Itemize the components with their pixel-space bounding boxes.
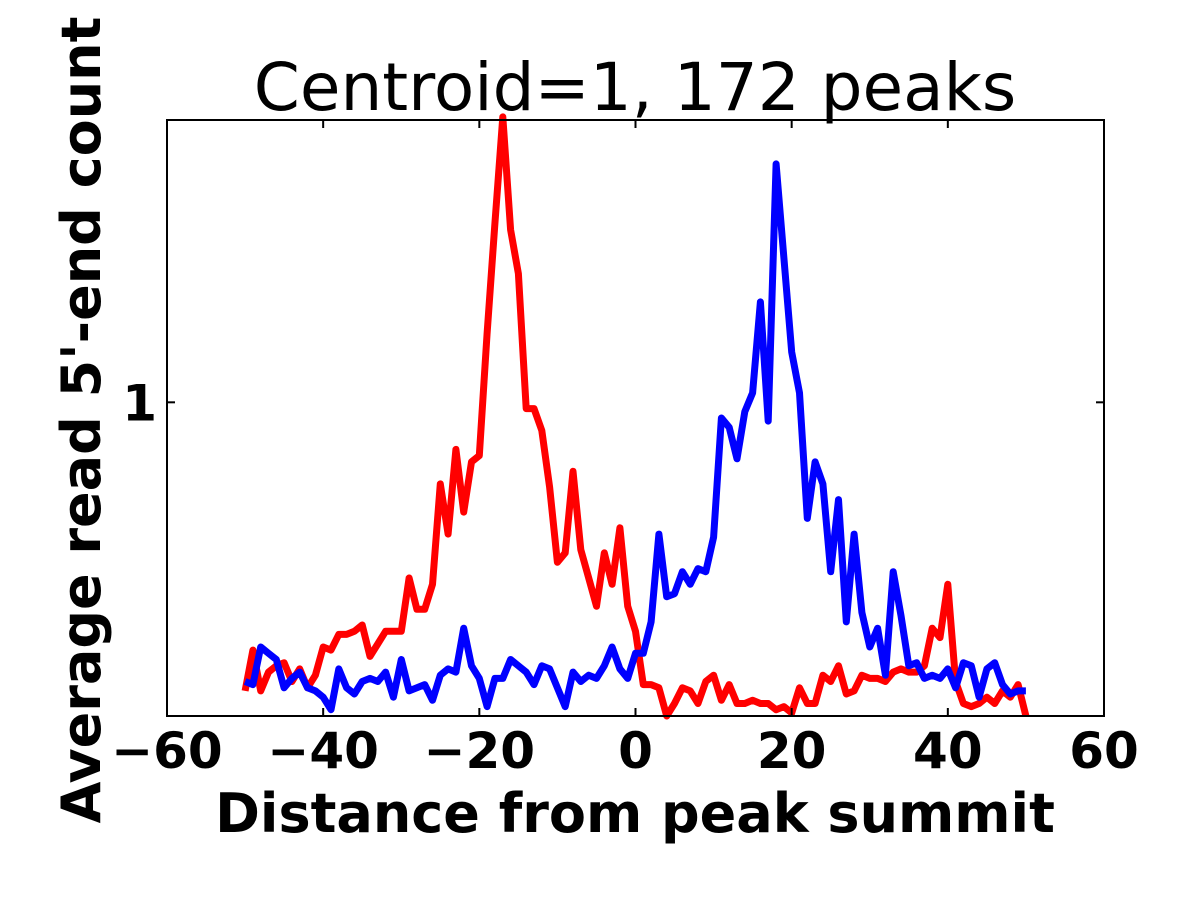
tick-layer: −60 −40 −20 0 20 40 60 1 — [111, 120, 1139, 780]
series-line-2 — [243, 160, 1026, 714]
x-tick-label: 40 — [913, 722, 983, 780]
series-line-1 — [241, 113, 1030, 720]
series-layer — [241, 113, 1030, 720]
x-axis-label: Distance from peak summit — [215, 782, 1055, 845]
x-tick-label: 60 — [1069, 722, 1139, 780]
x-tick-label: −20 — [424, 722, 535, 780]
y-axis-label: Average read 5'-end count — [50, 17, 113, 824]
x-tick-label: 20 — [757, 722, 827, 780]
x-tick-label: −40 — [267, 722, 378, 780]
y-tick-label: 1 — [122, 374, 157, 432]
x-tick-label: 0 — [618, 722, 653, 780]
chart-title: Centroid=1, 172 peaks — [254, 49, 1016, 126]
x-tick-label: −60 — [111, 722, 222, 780]
